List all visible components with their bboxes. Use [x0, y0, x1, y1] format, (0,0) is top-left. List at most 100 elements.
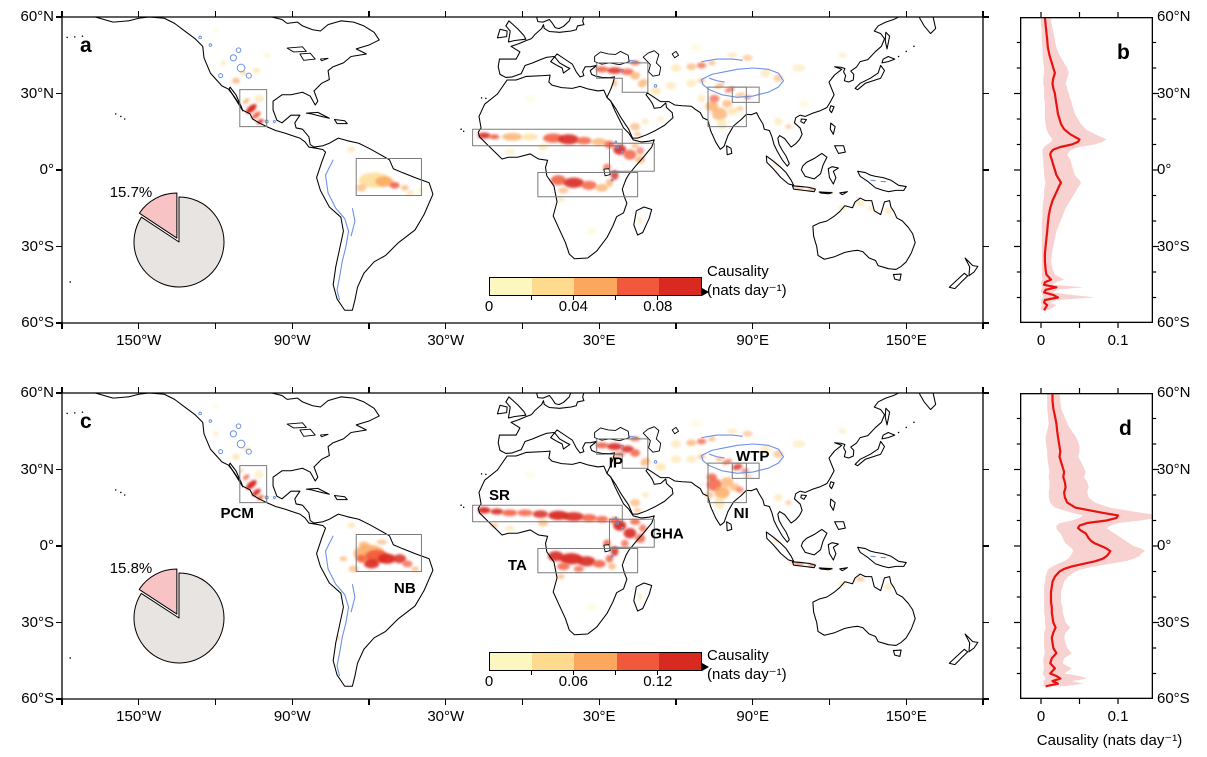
colorbar-tick-label: 0.08: [643, 298, 673, 315]
lon-tick-label: 150°E: [885, 332, 927, 349]
lon-tick-label: 30°E: [582, 708, 616, 725]
elevation-contour-dot: [611, 179, 613, 181]
causality-patch: [785, 124, 792, 130]
elevation-contour: [702, 59, 743, 62]
mean-causality-line: [1045, 393, 1120, 688]
colorbar-c-title-line1: Causality: [707, 647, 769, 664]
elevation-contour-dot: [654, 461, 657, 464]
causality-patch: [595, 184, 609, 192]
region-box-NB: [356, 535, 421, 572]
causality-patch: [252, 68, 261, 74]
region-box-SR: [473, 505, 623, 522]
axis-tick: [675, 323, 677, 329]
colorbar-segment: [616, 278, 659, 295]
causality-patch: [356, 554, 367, 563]
coastline: [885, 408, 889, 425]
coastline: [478, 451, 654, 635]
causality-patch: [714, 82, 725, 89]
causality-patch: [640, 457, 651, 467]
coastline: [792, 562, 815, 568]
axis-tick: [752, 387, 754, 393]
axis-tick: [675, 11, 677, 17]
elevation-contour-dot: [621, 527, 623, 529]
causality-patch: [576, 136, 592, 145]
causality-patch: [377, 553, 396, 564]
colorbar-c-overflow-arrow: [702, 663, 709, 671]
causality-patch: [629, 71, 641, 80]
colorbar-segment: [490, 653, 533, 670]
region-box-TA: [538, 173, 638, 197]
axis-tick: [572, 671, 574, 675]
colorbar-a-title-line2: (nats day⁻¹): [707, 282, 787, 299]
profile-frame: [1019, 392, 1153, 700]
causality-patch: [563, 512, 584, 522]
axis-tick: [615, 671, 617, 675]
pie-a-percentage: 15.7%: [109, 184, 153, 201]
coastline: [229, 87, 243, 111]
axis-tick: [752, 11, 754, 17]
axis-tick: [828, 699, 831, 705]
lat-tick-label: 30°S: [21, 613, 54, 631]
causality-patch: [389, 181, 400, 189]
causality-patch: [557, 562, 570, 571]
colorbar-segment: [490, 278, 533, 295]
elevation-contour-dot: [230, 55, 236, 61]
panel-b-label: b: [1117, 41, 1130, 64]
causality-patch: [605, 178, 614, 187]
coastline: [819, 568, 832, 570]
causality-patch: [605, 554, 614, 563]
coastline: [506, 21, 526, 42]
causality-patch: [477, 506, 491, 514]
causality-patch: [722, 99, 733, 108]
axis-tick: [291, 11, 293, 17]
coastline: [506, 397, 526, 418]
axis-tick: [214, 699, 217, 705]
pie-slice-rest: [133, 572, 225, 664]
causality-patch: [636, 147, 645, 155]
coastline: [498, 17, 898, 166]
axis-tick: [983, 392, 989, 394]
axis-tick: [983, 92, 989, 95]
elevation-contour: [702, 68, 784, 97]
causality-patch: [884, 207, 893, 214]
causality-patch: [393, 554, 407, 564]
island-dot: [460, 128, 462, 130]
profile-lat-tick-label: 0°: [1157, 161, 1172, 178]
causality-patch: [686, 63, 697, 71]
region-box-GHA: [609, 519, 654, 547]
elevation-contour-dot: [219, 450, 223, 454]
region-label-NB: NB: [394, 580, 416, 597]
causality-patch: [638, 593, 643, 601]
coastline: [813, 198, 915, 269]
lake-outline: [595, 427, 630, 440]
axis-tick: [530, 296, 532, 300]
causality-patch: [631, 143, 639, 149]
coastline: [801, 153, 827, 179]
causality-patch: [638, 524, 647, 532]
coastline: [858, 171, 907, 191]
causality-patch: [629, 449, 641, 457]
axis-tick: [521, 323, 524, 329]
axis-tick: [598, 699, 600, 705]
latitude-profile-panel-b: [1014, 12, 1159, 328]
island-dot: [897, 431, 900, 434]
causality-patch: [743, 473, 752, 478]
causality-patch: [774, 117, 783, 126]
island-dot: [81, 35, 84, 37]
lon-tick-label: 150°E: [885, 708, 927, 725]
island-dot: [74, 36, 76, 38]
causality-patch: [581, 514, 597, 522]
axis-tick: [61, 699, 63, 705]
lon-tick-label: 90°W: [273, 332, 311, 349]
profile-lat-tick-label: 60°S: [1157, 314, 1190, 331]
causality-patch: [727, 52, 738, 58]
causality-patch: [641, 119, 650, 125]
region-box-SR: [473, 129, 623, 146]
elevation-contour: [630, 436, 638, 437]
coastline: [229, 463, 243, 487]
colorbar-tick-label: 0.12: [643, 673, 673, 690]
lon-tick-label: 90°E: [736, 332, 770, 349]
axis-tick: [56, 468, 62, 471]
coastline: [965, 258, 978, 276]
axis-tick: [657, 671, 659, 675]
